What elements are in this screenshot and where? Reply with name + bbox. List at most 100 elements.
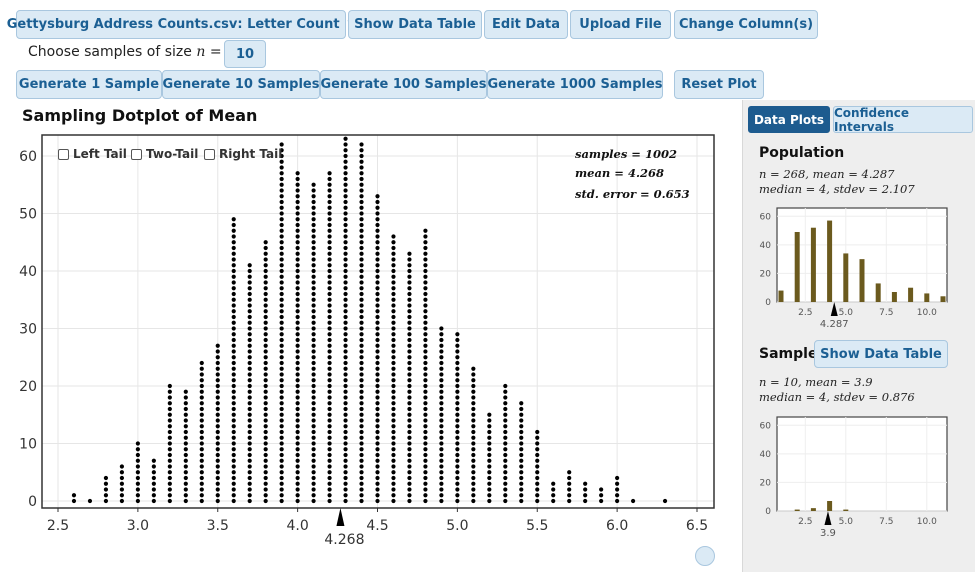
dot [391, 475, 396, 481]
dot [375, 337, 380, 343]
dot [343, 337, 348, 343]
dot [375, 355, 380, 360]
dot [231, 245, 236, 251]
tab-confidence-intervals[interactable]: Confidence Intervals [833, 106, 973, 134]
dot [487, 464, 492, 469]
dot [343, 222, 348, 228]
dot [343, 320, 348, 325]
dot [391, 343, 396, 348]
dot [359, 291, 364, 297]
dot [247, 406, 252, 412]
dot [279, 263, 284, 268]
dot [359, 188, 364, 193]
dot [439, 355, 444, 360]
generate-1-sample-button[interactable]: Generate 1 Sample [16, 70, 162, 99]
dot [247, 355, 252, 360]
right-tail-checkbox[interactable]: Right Tail [204, 147, 282, 161]
show-data-table-button[interactable]: Show Data Table [348, 10, 482, 39]
dot [471, 435, 476, 440]
dot [359, 280, 364, 285]
dot [455, 493, 460, 498]
dot [247, 464, 252, 469]
dot [343, 251, 348, 256]
dot [359, 171, 364, 176]
dot [231, 412, 236, 417]
stat-mean: mean = 4.268 [575, 166, 664, 180]
dot [343, 383, 348, 389]
dot [183, 435, 188, 440]
checkbox-icon [204, 148, 215, 160]
dot [455, 475, 460, 481]
dot [407, 349, 412, 354]
dot [359, 441, 364, 446]
dot [407, 355, 412, 360]
dot [423, 452, 428, 458]
dot [295, 234, 300, 239]
dot [167, 493, 172, 498]
dot [423, 429, 428, 435]
dot [535, 441, 540, 446]
dot [407, 383, 412, 389]
dot [327, 481, 332, 486]
dataset-select[interactable]: Gettysburg Address Counts.csv: Letter Co… [7, 10, 355, 39]
dot [215, 487, 220, 492]
dot [455, 481, 460, 486]
reset-plot-button[interactable]: Reset Plot [674, 70, 764, 99]
dot [183, 470, 188, 475]
dot [359, 251, 364, 256]
dot [327, 447, 332, 452]
dot [615, 487, 620, 492]
dot [343, 452, 348, 458]
dot [375, 498, 380, 504]
dot [231, 217, 236, 222]
dot [167, 452, 172, 458]
generate-1000-samples-button[interactable]: Generate 1000 Samples [487, 70, 663, 99]
upload-file-button[interactable]: Upload File [570, 10, 671, 39]
mini-x-tick-label: 7.5 [879, 517, 893, 527]
dot [439, 395, 444, 400]
dot [327, 228, 332, 233]
dot [423, 343, 428, 348]
dot [455, 429, 460, 435]
dot [343, 176, 348, 182]
generate-10-samples-button[interactable]: Generate 10 Samples [162, 70, 320, 99]
dot [375, 326, 380, 331]
dot [487, 429, 492, 435]
dot [535, 481, 540, 486]
dot [391, 257, 396, 262]
dot [375, 493, 380, 498]
dot [535, 498, 540, 504]
dot [295, 355, 300, 360]
dot [279, 217, 284, 222]
dot [279, 447, 284, 452]
sample-show-data-table-button[interactable]: Show Data Table [814, 340, 948, 368]
edit-data-button[interactable]: Edit Data [484, 10, 568, 39]
dot [455, 349, 460, 354]
mini-y-tick-label: 20 [760, 269, 772, 279]
dot [183, 389, 188, 394]
dot [215, 452, 220, 458]
tab-data-plots[interactable]: Data Plots [748, 106, 830, 133]
mean-marker-icon[interactable] [336, 508, 345, 526]
dot [103, 498, 109, 504]
dot [327, 452, 332, 458]
dot [199, 418, 204, 423]
left-tail-checkbox[interactable]: Left Tail [58, 147, 127, 161]
dot [343, 257, 348, 262]
scroll-handle[interactable] [695, 546, 715, 566]
x-tick-label: 5.5 [526, 518, 548, 534]
generate-100-samples-button[interactable]: Generate 100 Samples [320, 70, 487, 99]
two-tail-checkbox[interactable]: Two-Tail [131, 147, 198, 161]
dot [183, 481, 188, 486]
sample-size-input[interactable]: 10 [224, 40, 266, 68]
change-columns-button[interactable]: Change Column(s) [674, 10, 818, 39]
dot [247, 435, 252, 440]
dot [503, 481, 508, 486]
dot [391, 297, 396, 302]
dot [359, 481, 364, 486]
dot [311, 217, 316, 222]
dot [391, 424, 396, 429]
dot [263, 297, 268, 302]
dot [487, 412, 492, 417]
sample-histogram: 0 20 40 60 2.5 5.0 7.5 10.0 3.9 [760, 416, 948, 539]
